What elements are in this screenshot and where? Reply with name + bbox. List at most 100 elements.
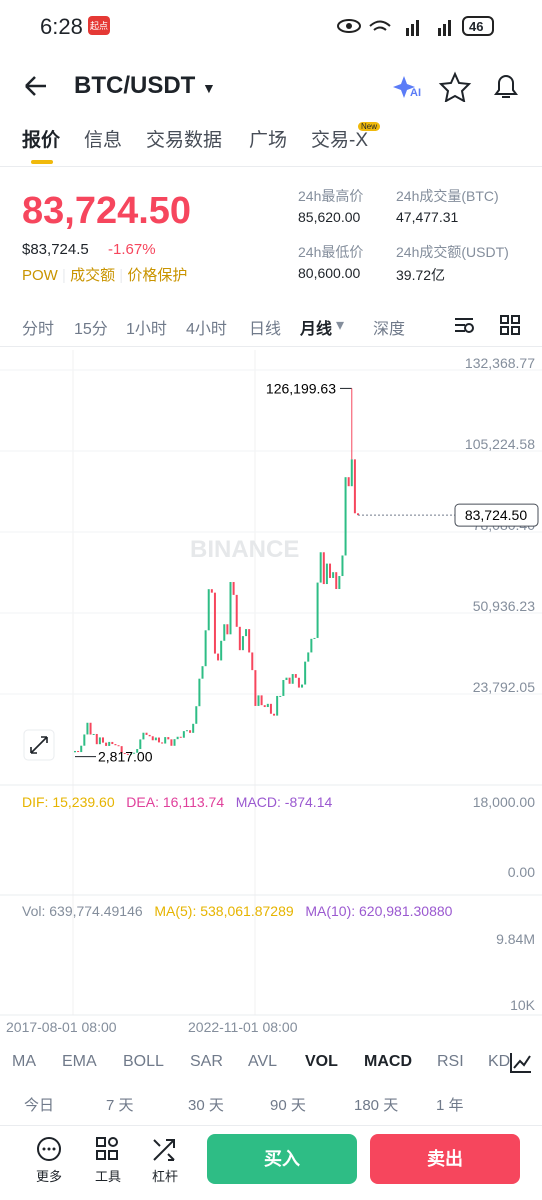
candle [223,624,226,641]
period-tab[interactable]: 1 年 [436,1097,464,1114]
candle [313,637,316,639]
indicator-tab[interactable]: SAR [190,1053,223,1070]
interval-tab[interactable]: 分时 [22,321,55,338]
tab[interactable]: 交易-X [311,130,369,151]
candle [123,753,126,755]
last-price-box [454,503,539,527]
candle [170,739,173,746]
back-button[interactable] [22,72,50,100]
indicator-tab[interactable]: RSI [437,1053,464,1070]
dropdown-caret[interactable]: ▾ [336,317,345,334]
candle [350,459,353,487]
candle [213,592,216,654]
candle [307,652,310,662]
candle [198,678,201,707]
candle [304,661,307,685]
candle [120,746,123,754]
stat-value: 39.72亿 [396,267,446,283]
tab[interactable]: 广场 [249,130,288,151]
candle [77,750,80,753]
period-tab[interactable]: 30 天 [188,1097,224,1114]
header-actions[interactable]: AI [392,70,522,102]
candle [114,744,117,746]
candle [285,677,288,681]
candle [167,737,170,740]
candle [297,677,300,688]
buy-button[interactable]: 买入 [207,1134,357,1184]
chart-settings[interactable] [452,313,524,337]
candle [279,695,282,697]
interval-tab[interactable]: 日线 [249,321,282,338]
interval-tab[interactable]: 月线 [300,321,333,338]
candle [341,555,344,577]
period-tab[interactable]: 7 天 [106,1097,134,1114]
candle [251,652,254,671]
period-tab[interactable]: 今日 [24,1097,55,1114]
candle [241,636,244,651]
volume-tick: 10K [510,997,535,1013]
divider [0,166,542,167]
indicator-settings[interactable] [508,1050,534,1076]
period-tab[interactable]: 180 天 [354,1097,399,1114]
macd-legend: DIF: 15,239.60 DEA: 16,113.74 MACD: -874… [22,794,332,810]
candle [282,680,285,696]
candle [254,670,257,706]
volume-legend: Vol: 639,774.49146 MA(5): 538,061.87289 … [22,903,452,919]
candle [157,737,160,743]
status-icons [337,16,494,36]
candle [108,741,111,746]
candle [201,666,204,679]
interval-tab[interactable]: 1小时 [126,321,167,338]
stat-label: 24h最高价 [298,188,364,204]
interval-tab[interactable]: 15分 [74,321,108,338]
candle [294,674,297,678]
candle [145,732,148,735]
dif: DIF: 15,239.60 [22,794,115,810]
tool-label[interactable]: 杠杆 [152,1169,179,1184]
indicator-tab[interactable]: AVL [248,1053,278,1070]
vol: Vol: 639,774.49146 [22,903,143,919]
candle [335,572,338,590]
kline-chart: BINANCE 132,368.77105,224.5878,080.4050,… [0,350,542,1035]
candle [210,589,213,593]
tag[interactable]: 价格保护 [127,267,188,284]
pair-name[interactable]: BTC/USDT [74,72,196,99]
indicator-tab[interactable]: MA [12,1053,36,1070]
tool-icons[interactable] [34,1135,194,1165]
pair-selector[interactable]: BTC/USDT ▼ [74,72,216,99]
indicator-tab[interactable]: EMA [62,1053,97,1070]
candle [332,572,335,578]
macd-tick: 0.00 [507,864,535,880]
last-price-label: 83,724.50 [465,507,527,523]
candle [322,552,325,585]
candle [139,739,142,750]
tab[interactable]: 报价 [22,130,61,151]
candle [195,706,198,724]
sell-button[interactable]: 卖出 [370,1134,520,1184]
candle [129,753,132,755]
tag[interactable]: 成交额 [70,267,116,284]
indicator-tab[interactable]: VOL [305,1053,338,1070]
interval-tab[interactable]: 4小时 [186,321,227,338]
candle [353,459,356,514]
candle [189,730,192,733]
tab[interactable]: 交易数据 [146,130,223,151]
indicator-tab[interactable]: MACD [364,1053,412,1070]
candle [164,737,167,744]
candle [89,722,92,735]
candle [192,723,195,733]
tool-label[interactable]: 更多 [36,1169,63,1184]
candle [276,695,279,716]
candle [347,477,350,487]
tool-label[interactable]: 工具 [95,1169,122,1184]
interval-tab[interactable]: 深度 [373,321,406,338]
tag[interactable]: POW [22,267,58,284]
indicator-tab[interactable]: KD [488,1053,511,1070]
watermark: BINANCE [190,536,299,563]
indicator-tab[interactable]: BOLL [123,1053,164,1070]
tab[interactable]: 信息 [84,130,123,151]
period-tab[interactable]: 90 天 [270,1097,306,1114]
candle [357,513,360,516]
clock: 6:28 [40,14,83,39]
volume-tick: 9.84M [496,931,535,947]
